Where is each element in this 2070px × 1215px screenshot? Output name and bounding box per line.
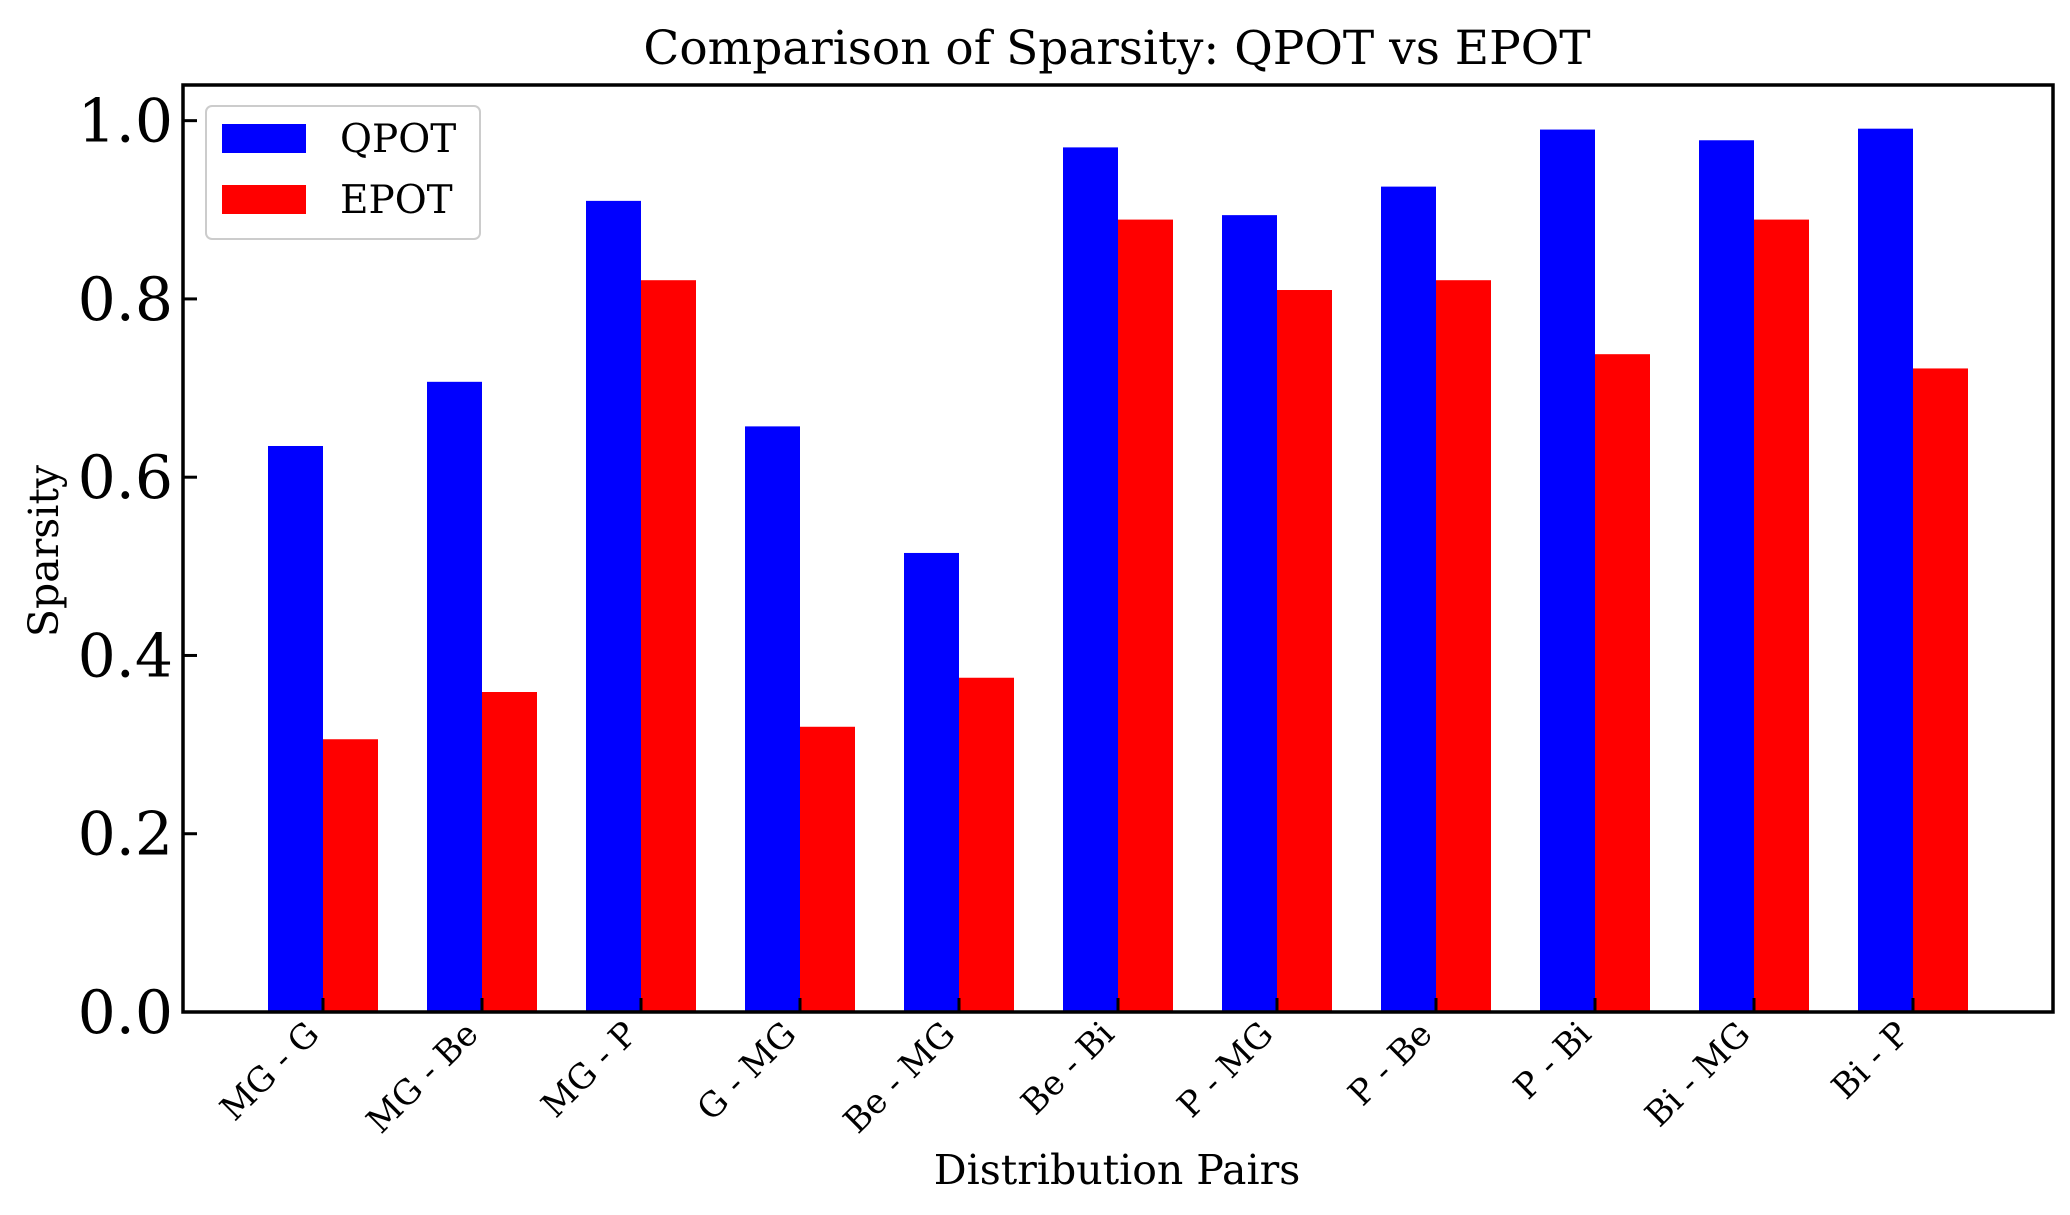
bar-qpot-7	[1222, 215, 1277, 1012]
bar-epot-5	[959, 677, 1014, 1012]
bar-epot-2	[482, 692, 537, 1012]
y-tick-label: 0.6	[78, 443, 173, 513]
bar-qpot-5	[904, 552, 959, 1012]
x-tick-label: Bi - MG	[1637, 1014, 1758, 1135]
y-tick-label: 0.4	[78, 621, 173, 691]
bar-epot-6	[1118, 219, 1173, 1012]
bar-qpot-2	[427, 381, 482, 1013]
bar-epot-7	[1277, 290, 1332, 1012]
x-tick-label: P - MG	[1170, 1014, 1282, 1126]
y-tick-label: 1.0	[78, 87, 173, 157]
legend: QPOT EPOT	[205, 105, 481, 240]
y-tick-label: 0.2	[78, 800, 173, 870]
bar-qpot-10	[1699, 140, 1754, 1013]
legend-swatch-qpot	[222, 124, 306, 153]
bar-qpot-6	[1063, 147, 1118, 1012]
x-tick-label: MG - G	[213, 1014, 328, 1129]
bar-qpot-11	[1858, 128, 1913, 1012]
plot-frame	[181, 83, 2055, 1014]
x-tick-label: MG - P	[534, 1014, 646, 1126]
bar-epot-11	[1913, 368, 1968, 1012]
x-tick-label: P - Be	[1341, 1014, 1441, 1114]
x-axis-label: Distribution Pairs	[934, 1146, 1301, 1194]
bar-qpot-4	[745, 426, 800, 1012]
x-tick-label: G - MG	[690, 1014, 805, 1129]
bar-qpot-9	[1540, 129, 1595, 1012]
bar-epot-9	[1595, 354, 1650, 1012]
y-tick-label: 0.0	[78, 978, 173, 1048]
bar-epot-4	[800, 726, 855, 1012]
bar-qpot-8	[1381, 186, 1436, 1012]
chart-title: Comparison of Sparsity: QPOT vs EPOT	[643, 21, 1590, 76]
y-axis-label: Sparsity	[20, 464, 68, 637]
legend-label-qpot: QPOT	[340, 117, 456, 162]
x-tick-label: Be - Bi	[1013, 1014, 1122, 1123]
legend-swatch-epot	[222, 185, 306, 214]
bar-epot-8	[1436, 280, 1491, 1012]
x-tick-label: Be - MG	[836, 1014, 963, 1141]
x-tick-label: Bi - P	[1824, 1014, 1917, 1107]
bar-qpot-1	[268, 445, 323, 1012]
bar-qpot-3	[586, 200, 641, 1012]
y-tick-label: 0.8	[78, 265, 173, 335]
bar-epot-10	[1754, 219, 1809, 1012]
x-tick-label: P - Bi	[1506, 1014, 1599, 1107]
bar-epot-3	[641, 280, 696, 1012]
bars-group	[268, 128, 1968, 1013]
legend-label-epot: EPOT	[340, 178, 453, 223]
bar-epot-1	[323, 739, 378, 1012]
x-tick-label: MG - Be	[359, 1014, 486, 1141]
